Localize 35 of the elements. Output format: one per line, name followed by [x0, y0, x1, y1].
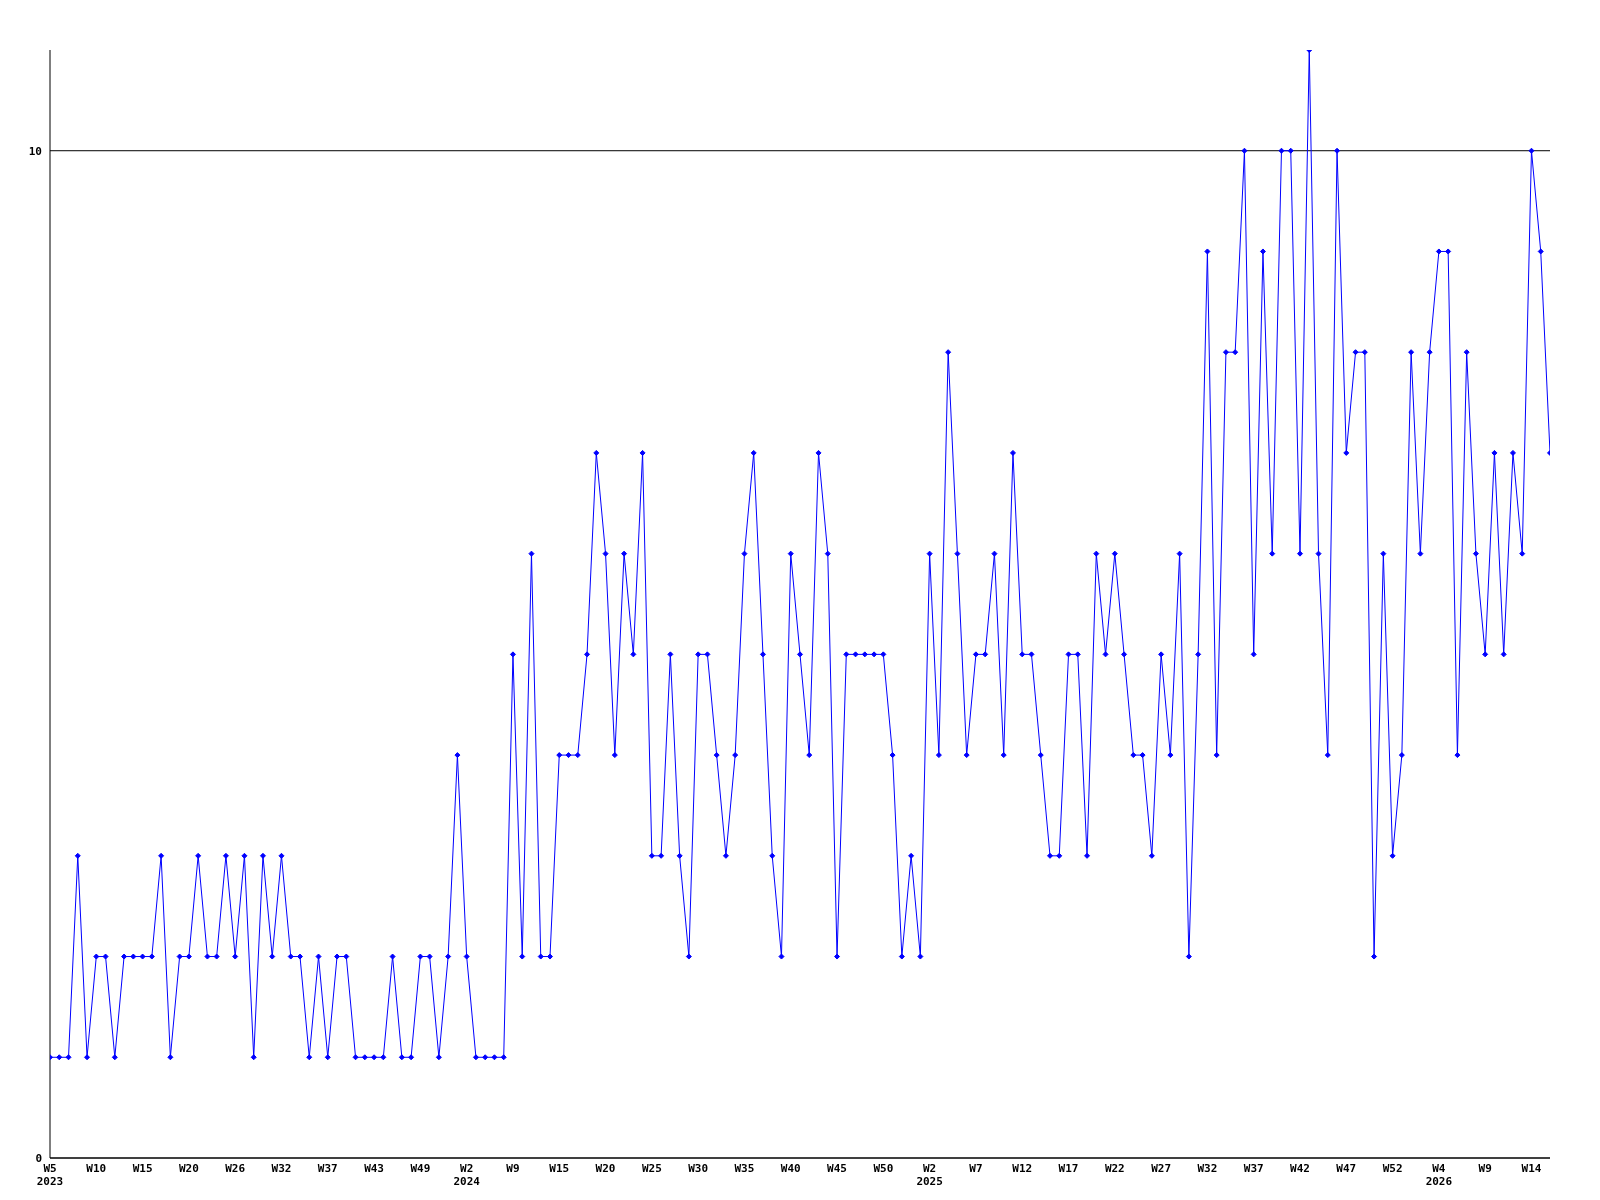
- x-tick-label: W20: [178, 1162, 199, 1175]
- x-tick-label: W7: [969, 1162, 983, 1175]
- x-tick-label: W5 2023: [36, 1162, 64, 1188]
- x-tick-label: W27: [1151, 1162, 1172, 1175]
- x-tick-label: W32: [1197, 1162, 1218, 1175]
- x-tick-label: W47: [1336, 1162, 1357, 1175]
- x-tick-label: W30: [688, 1162, 709, 1175]
- x-tick-label: W45: [827, 1162, 847, 1175]
- x-tick-label: W32: [271, 1162, 292, 1175]
- x-tick-label: W9: [506, 1162, 520, 1175]
- x-tick-label: W20: [595, 1162, 616, 1175]
- x-tick-label: W15: [132, 1162, 153, 1175]
- x-tick-label: W37: [1243, 1162, 1264, 1175]
- x-tick-label: W2 2024: [453, 1162, 481, 1188]
- x-tick-label: W4 2026: [1425, 1162, 1453, 1188]
- x-tick-label: W26: [225, 1162, 246, 1175]
- x-tick-label: W2 2025: [916, 1162, 943, 1188]
- x-tick-label: W17: [1058, 1162, 1079, 1175]
- x-tick-label: W40: [780, 1162, 801, 1175]
- x-tick-label: W25: [641, 1162, 662, 1175]
- x-tick-label: W12: [1012, 1162, 1033, 1175]
- x-tick-label: W37: [317, 1162, 338, 1175]
- x-tick-label: W14: [1521, 1162, 1542, 1175]
- x-tick-label: W15: [549, 1162, 570, 1175]
- x-tick-label: W42: [1290, 1162, 1310, 1175]
- x-tick-label: W52: [1382, 1162, 1403, 1175]
- x-tick-label: W10: [86, 1162, 107, 1175]
- x-tick-label: W43: [364, 1162, 385, 1175]
- x-tick-label: W9: [1478, 1162, 1492, 1175]
- y-tick-label: 10: [28, 144, 42, 158]
- y-tick-label: 0: [35, 1151, 42, 1165]
- x-tick-label: W50: [873, 1162, 894, 1175]
- x-tick-label: W35: [734, 1162, 755, 1175]
- x-tick-label: W49: [410, 1162, 431, 1175]
- x-tick-label: W22: [1104, 1162, 1125, 1175]
